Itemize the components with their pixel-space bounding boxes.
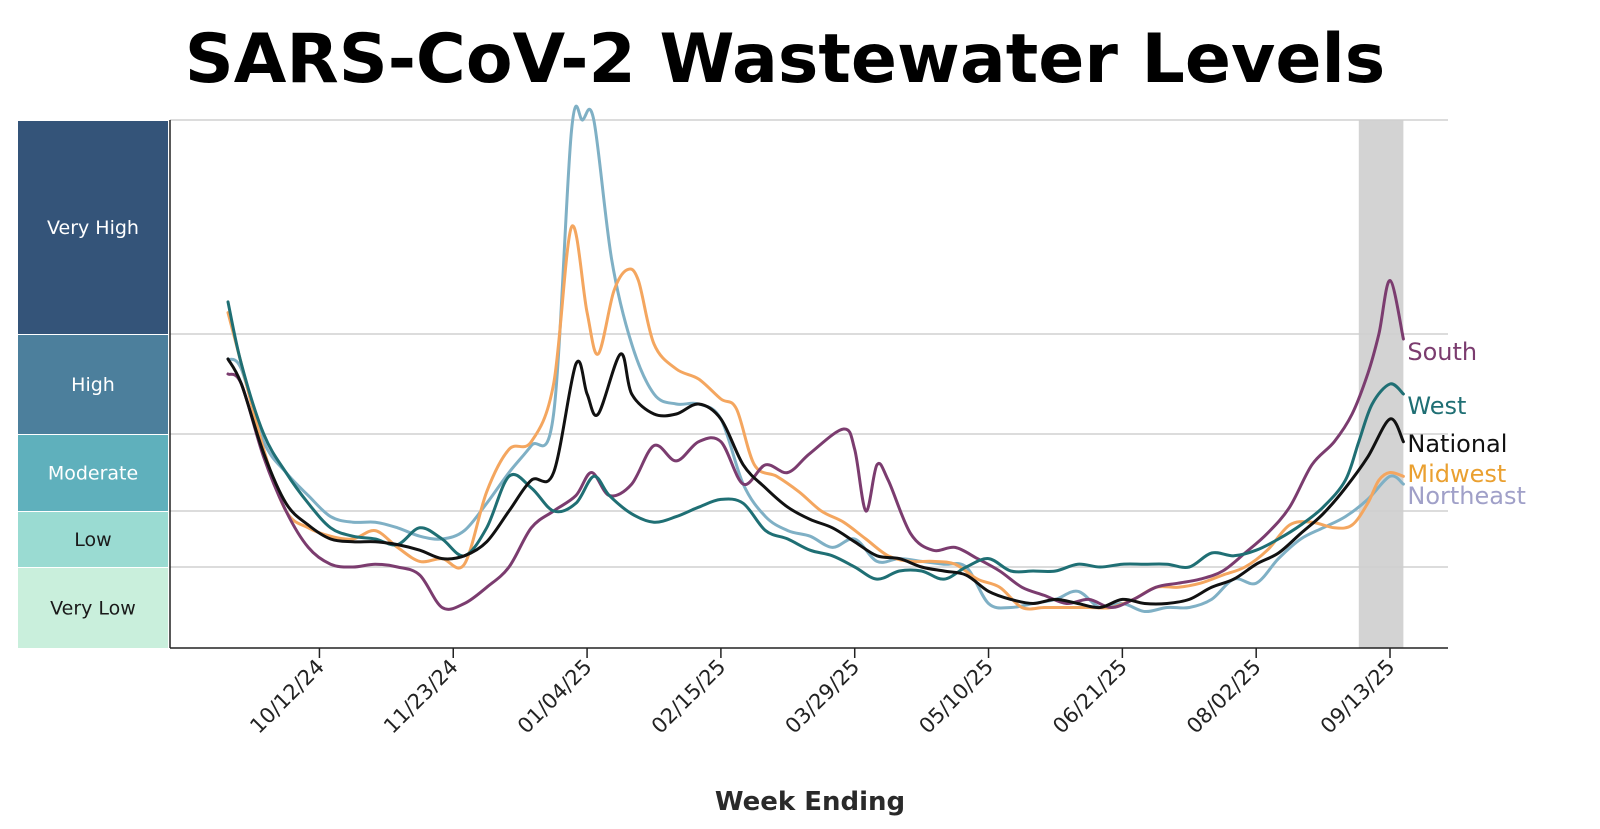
- series-label-west: West: [1407, 392, 1466, 420]
- band-low: [18, 511, 168, 567]
- series-label-midwest: Midwest: [1407, 460, 1506, 488]
- band-label-very-low: Very Low: [50, 598, 136, 620]
- series-label-northeast: Northeast: [1407, 482, 1526, 510]
- x-tick-label: 06/21/25: [1048, 655, 1132, 739]
- x-axis-label: Week Ending: [715, 787, 905, 817]
- gridlines: [170, 119, 1448, 568]
- series-lines: [226, 104, 1405, 614]
- x-tick-label: 03/29/25: [781, 655, 865, 739]
- series-label-national: National: [1407, 430, 1507, 458]
- x-tick-label: 05/10/25: [914, 655, 998, 739]
- series-label-south: South: [1407, 338, 1477, 366]
- band-high: [18, 334, 168, 434]
- series-line-national: [226, 352, 1405, 610]
- band-label-low: Low: [74, 529, 111, 551]
- x-tick-label: 08/02/25: [1182, 655, 1266, 739]
- series-line-west: [226, 300, 1405, 581]
- series-line-midwest: [226, 224, 1405, 611]
- x-tick-label: 09/13/25: [1316, 655, 1400, 739]
- series-line-south: [226, 278, 1405, 611]
- band-label-high: High: [71, 374, 115, 396]
- band-moderate: [18, 434, 168, 511]
- shaded-region: [1358, 120, 1404, 648]
- x-tick-label: 11/23/24: [379, 655, 463, 739]
- band-label-very-high: Very High: [47, 217, 139, 239]
- x-ticks: 10/12/24 11/23/24 01/04/25 02/15/25 03/29/25…: [245, 648, 1400, 739]
- series-line-northeast: [226, 104, 1405, 614]
- shaded-recent-region: [1358, 120, 1404, 648]
- x-tick-label: 01/04/25: [513, 655, 597, 739]
- band-label-moderate: Moderate: [48, 463, 138, 485]
- band-very-low: [18, 567, 168, 648]
- axes: [169, 120, 1448, 649]
- level-bands: Very Low Low Moderate High Very High: [18, 119, 168, 648]
- chart-title: SARS-CoV-2 Wastewater Levels: [184, 20, 1386, 99]
- x-tick-label: 10/12/24: [245, 655, 329, 739]
- band-very-high: [18, 120, 168, 334]
- x-tick-label: 02/15/25: [647, 655, 731, 739]
